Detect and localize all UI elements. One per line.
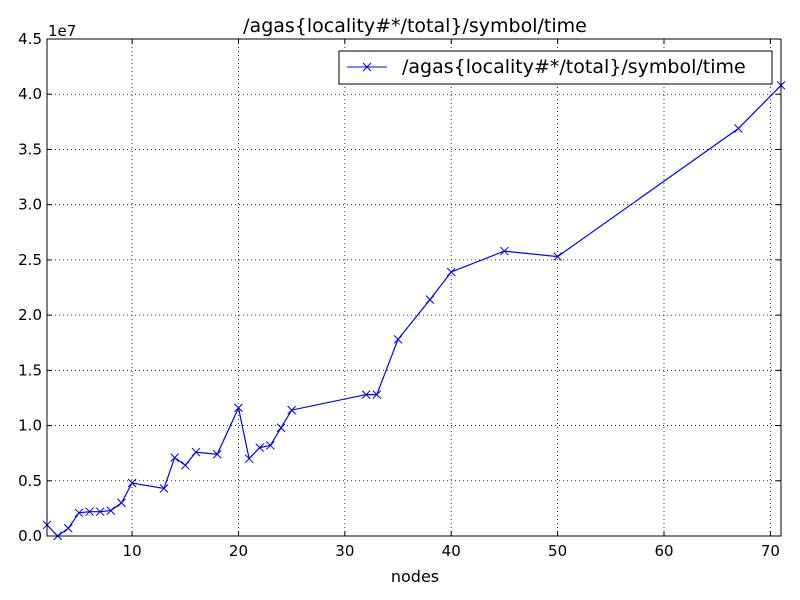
data-point-marker xyxy=(361,390,371,399)
series-layer xyxy=(42,81,786,541)
data-point-marker xyxy=(446,267,456,277)
legend: /agas{locality#*/total}/symbol/time xyxy=(338,50,773,85)
y-tick-label: 3.5 xyxy=(18,140,42,158)
data-point-marker xyxy=(74,508,84,518)
x-tick-label: 60 xyxy=(654,542,673,560)
x-tick-label: 30 xyxy=(335,542,354,560)
y-axis-ticks: 0.0 0.5 1.0 1.5 2.0 2.5 3.0 3.5 4.0 4.5 xyxy=(18,30,781,545)
y-tick-label: 0.0 xyxy=(18,527,42,545)
chart-title: /agas{locality#*/total}/symbol/time xyxy=(243,15,587,37)
data-point-marker xyxy=(95,507,105,517)
data-point-marker xyxy=(159,484,169,493)
y-tick-label: 1.5 xyxy=(18,361,42,379)
plot-frame xyxy=(46,38,782,537)
data-point-marker xyxy=(212,449,222,459)
legend-box xyxy=(338,50,773,85)
x-tick-label: 40 xyxy=(442,542,461,560)
data-point-marker xyxy=(425,295,435,305)
x-tick-label: 20 xyxy=(229,542,248,560)
data-point-marker xyxy=(393,335,403,344)
data-point-marker xyxy=(244,454,254,464)
series-line xyxy=(46,84,782,537)
x-tick-label: 50 xyxy=(548,542,567,560)
data-point-marker xyxy=(127,478,137,488)
grid-lines xyxy=(47,39,781,536)
data-point-marker xyxy=(85,507,94,517)
y-tick-label: 2.0 xyxy=(18,306,42,324)
x-tick-label: 10 xyxy=(123,542,142,560)
legend-label: /agas{locality#*/total}/symbol/time xyxy=(402,56,746,78)
x-axis-ticks: 10 20 30 40 50 60 70 xyxy=(123,39,780,560)
data-point-marker xyxy=(266,441,275,450)
data-point-marker xyxy=(500,246,509,256)
data-point-marker xyxy=(553,252,562,261)
y-tick-label: 1.0 xyxy=(18,417,42,435)
y-tick-label: 3.0 xyxy=(18,196,42,214)
data-point-marker xyxy=(117,498,126,508)
legend-marker xyxy=(362,62,372,72)
data-point-marker xyxy=(170,453,180,462)
x-axis-label: nodes xyxy=(391,567,439,586)
data-point-marker xyxy=(191,447,201,457)
data-point-marker xyxy=(287,405,297,415)
y-axis-offset-label: 1e7 xyxy=(48,22,76,40)
x-tick-label: 70 xyxy=(761,542,780,560)
y-tick-label: 0.5 xyxy=(18,472,42,490)
data-point-marker xyxy=(180,460,190,470)
data-point-marker xyxy=(63,523,73,533)
data-point-marker xyxy=(106,506,116,515)
data-point-marker xyxy=(276,423,286,433)
y-tick-label: 4.5 xyxy=(18,30,42,48)
data-point-marker xyxy=(234,403,243,413)
data-point-marker xyxy=(255,443,265,452)
y-tick-label: 2.5 xyxy=(18,251,42,269)
data-point-marker xyxy=(734,124,743,133)
data-point-marker xyxy=(372,390,382,399)
y-tick-label: 4.0 xyxy=(18,85,42,103)
